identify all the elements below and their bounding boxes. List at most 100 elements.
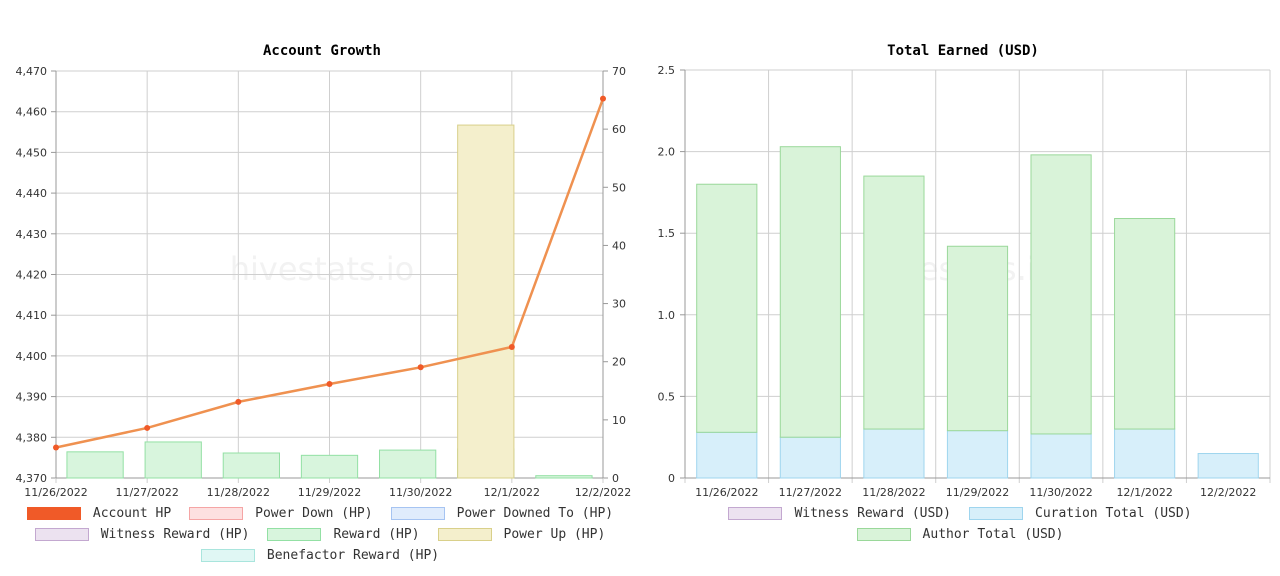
legend-item-curation-total-usd[interactable]: Curation Total (USD) [969,506,1192,521]
legend-swatch [267,528,322,541]
x-tick-label: 11/30/2022 [389,486,452,499]
bar-curation-total-usd [863,428,925,479]
legend-label: Witness Reward (HP) [100,527,250,542]
y-right-tick-label: 30 [612,298,626,311]
y-left-tick-label: 4,460 [16,106,48,119]
y-left-tick-label: 4,430 [16,228,48,241]
x-tick-label: 11/28/2022 [862,486,925,499]
x-tick-label: 11/27/2022 [779,486,842,499]
bar-reward-hp [222,452,280,479]
account-growth-chart: Account Growth hivestats.io 4,370 4,380 4,39… [0,43,640,566]
legend-swatch [200,549,255,562]
y-right-tick-label: 0 [612,472,619,485]
legend-row: Author Total (USD) [640,524,1280,545]
y-left-tick-label: 4,420 [16,269,48,282]
y-left-tick-label: 4,440 [16,187,48,200]
legend-row: Witness Reward (USD) Curation Total (USD) [640,503,1280,524]
bar-reward-hp [300,454,359,479]
legend-item-witness-reward-usd[interactable]: Witness Reward (USD) [728,506,951,521]
legend-label: Account HP [92,506,172,521]
legend-swatch [856,528,911,541]
bar-curation-total-usd [946,430,1009,479]
legend-label: Power Down (HP) [255,506,373,521]
point-account-hp [235,398,242,405]
y-tick-label: 1.5 [658,227,676,240]
legend-swatch [969,507,1023,520]
chart-title: Account Growth [263,43,381,59]
legend-row: Witness Reward (HP) Reward (HP) Power Up (… [0,524,640,545]
bar-reward-hp [379,449,437,479]
legend-row: Benefactor Reward (HP) [0,545,640,566]
y-left-tick-label: 4,390 [16,391,48,404]
legend-item-power-downed-to-hp[interactable]: Power Downed To (HP) [390,506,614,521]
y-left-tick-label: 4,380 [16,431,48,444]
x-tick-label: 11/29/2022 [946,486,1009,499]
bar-author-total-usd [1030,154,1092,435]
legend-item-account-hp[interactable]: Account HP [26,506,172,521]
y-left-tick-label: 4,370 [16,472,48,485]
point-account-hp [53,444,59,451]
x-tick-label: 11/29/2022 [298,486,361,499]
y-tick-label: 0 [668,472,675,485]
y-left-tick-label: 4,450 [16,146,48,159]
bar-reward-hp [144,441,202,479]
bar-author-total-usd [863,175,925,430]
y-tick-label: 0.5 [658,390,676,403]
total-earned-legend: Witness Reward (USD) Curation Total (USD)… [640,503,1280,545]
watermark: hivestats.io [230,250,414,288]
y-right-tick-label: 40 [612,239,626,252]
point-account-hp [508,343,515,350]
legend-swatch [34,528,89,541]
legend-item-power-up-hp[interactable]: Power Up (HP) [437,527,606,542]
y-right-tick-label: 60 [612,123,626,136]
legend-label: Witness Reward (USD) [794,506,951,521]
bar-author-total-usd [779,146,841,438]
legend-label: Benefactor Reward (HP) [266,548,440,563]
point-account-hp [144,424,151,431]
bar-curation-total-usd [696,431,758,479]
bar-power-up-hp [457,124,515,479]
y-tick-label: 2.0 [658,146,676,159]
legend-swatch [437,528,492,541]
legend-swatch [728,507,783,520]
point-account-hp [326,380,333,387]
legend-label: Power Up (HP) [503,527,606,542]
y-left-tick-label: 4,400 [16,350,48,363]
x-tick-label: 12/2/2022 [575,486,631,499]
legend-item-reward-hp[interactable]: Reward (HP) [267,527,420,542]
bar-author-total-usd [1114,218,1176,430]
y-right-tick-label: 10 [612,414,626,427]
bar-curation-total-usd [1114,428,1176,479]
legend-label: Author Total (USD) [922,527,1064,542]
chart-title: Total Earned (USD) [887,43,1039,59]
y-right-tick-label: 20 [612,356,626,369]
y-left-tick-label: 4,470 [16,65,48,78]
x-tick-label: 12/2/2022 [1200,486,1256,499]
account-growth-plot: Account Growth hivestats.io 4,370 4,380 4,39… [16,43,632,499]
legend-item-power-down-hp[interactable]: Power Down (HP) [189,506,373,521]
legend-label: Power Downed To (HP) [456,506,614,521]
bar-author-total-usd [696,183,758,433]
legend-item-benefactor-reward-hp[interactable]: Benefactor Reward (HP) [200,548,440,563]
y-right-tick-label: 50 [612,181,626,194]
x-tick-label: 12/1/2022 [484,486,540,499]
legend-swatch [189,507,244,520]
y-tick-label: 1.0 [658,309,676,322]
x-tick-label: 11/26/2022 [24,486,87,499]
bar-author-total-usd [946,245,1009,432]
bar-curation-total-usd [1030,433,1092,479]
legend-row: Account HP Power Down (HP) Power Downed To… [0,503,640,524]
account-growth-legend: Account HP Power Down (HP) Power Downed To… [0,503,640,566]
x-tick-label: 11/28/2022 [207,486,270,499]
legend-item-witness-reward-hp[interactable]: Witness Reward (HP) [34,527,250,542]
x-tick-label: 11/26/2022 [695,486,758,499]
bar-reward-hp [535,475,593,479]
point-account-hp [600,95,606,102]
total-earned-chart: Total Earned (USD)hivestats.io00.51.01.5… [640,0,1280,576]
y-left-tick-label: 4,410 [16,309,48,322]
legend-swatch [390,507,445,520]
legend-item-author-total-usd[interactable]: Author Total (USD) [856,527,1064,542]
point-account-hp [417,364,424,371]
legend-swatch [26,507,81,520]
bar-curation-total-usd [779,436,841,479]
